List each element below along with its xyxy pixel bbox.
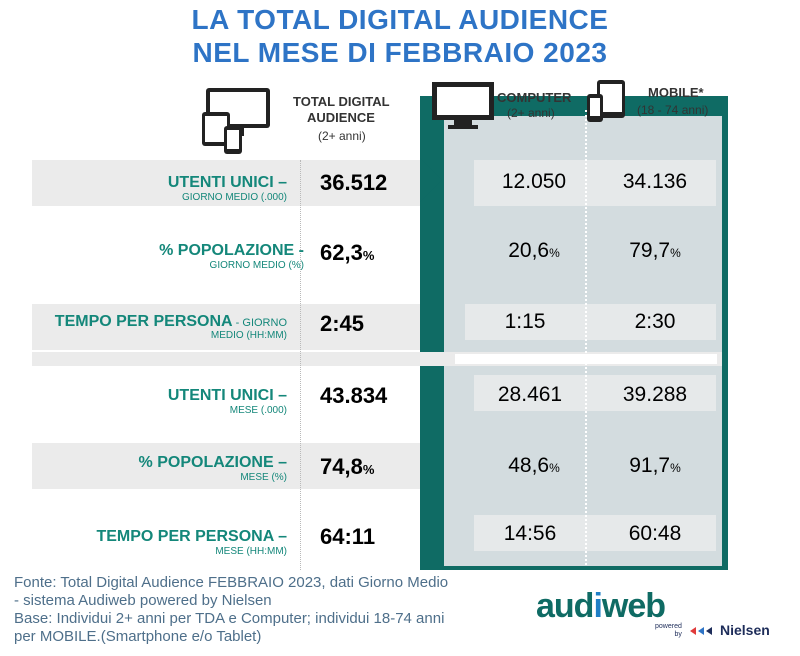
computer-value: 1:15 [504,310,546,333]
computer-value: 20,6% [508,239,560,262]
tda-value: 43.834 [320,383,388,408]
row-label: UTENTI UNICI – [167,174,287,191]
monitor-icon [432,82,494,129]
mobile-value: 91,7% [629,454,681,477]
column-divider [300,160,301,570]
row-sublabel: MESE (HH:MM) [215,546,287,557]
source-note-line: Base: Individui 2+ anni per TDA e Comput… [14,610,445,627]
page-title-line2: NEL MESE DI FEBBRAIO 2023 [192,37,608,68]
source-note-line: Fonte: Total Digital Audience FEBBRAIO 2… [14,574,449,591]
devices-icon [202,88,270,154]
computer-header: COMPUTER [497,90,572,105]
audiweb-logo: audiweb [536,587,666,625]
powered-by-text: powered by [655,623,682,638]
row-sublabel: MESE (.000) [229,405,287,416]
mobile-header: MOBILE* [648,85,704,100]
row-band [32,304,420,350]
mobile-value: 2:30 [634,310,676,333]
row-sublabel: GIORNO MEDIO (.000) [181,192,287,203]
row-sublabel: MESE (%) [240,472,287,483]
row-band [474,160,716,206]
tda-value: 36.512 [320,170,388,195]
mobile-value: 34.136 [622,170,688,193]
row-band [32,443,420,489]
computer-value: 12.050 [501,170,567,193]
tda-value: 74,8% [320,454,375,479]
nielsen-logo: Nielsen [720,622,770,638]
tda-header-line1: TOTAL DIGITAL [293,94,390,109]
row-band [474,515,716,551]
mobile-value: 60:48 [628,522,682,545]
panel-pointer [420,158,442,202]
computer-value: 48,6% [508,454,560,477]
row-sublabel: MEDIO (HH:MM) [210,330,287,341]
mobile-header-sub: (18 - 74 anni) [637,103,709,117]
row-label: TEMPO PER PERSONA - GIORNO [54,313,287,330]
tda-value: 64:11 [320,524,376,549]
source-note-line: - sistema Audiweb powered by Nielsen [14,592,272,609]
source-note-line: per MOBILE.(Smartphone e/o Tablet) [14,628,262,645]
computer-header-sub: (2+ anni) [507,106,555,120]
column-divider [585,110,587,565]
computer-value: 28.461 [497,383,563,406]
tda-header-sub: (2+ anni) [318,129,366,143]
tda-value: 62,3% [320,240,375,265]
row-label: % POPOLAZIONE - [159,242,304,259]
mobile-value: 79,7% [629,239,681,262]
page-title-line1: LA TOTAL DIGITAL AUDIENCE [191,4,609,35]
row-label: TEMPO PER PERSONA – [96,528,287,545]
row-band [32,160,420,206]
computer-value: 14:56 [503,522,557,545]
row-band [474,375,716,411]
row-sublabel: GIORNO MEDIO (%) [209,260,304,271]
nielsen-mark-icon [690,627,712,635]
tda-header-line2: AUDIENCE [307,110,375,125]
tda-value: 2:45 [320,311,365,336]
row-label: % POPOLAZIONE – [138,454,287,471]
source-note: Fonte: Total Digital Audience FEBBRAIO 2… [14,574,534,646]
row-label: UTENTI UNICI – [167,387,287,404]
row-band [465,304,716,340]
mobile-value: 39.288 [622,383,688,406]
mobile-devices-icon [587,80,625,122]
